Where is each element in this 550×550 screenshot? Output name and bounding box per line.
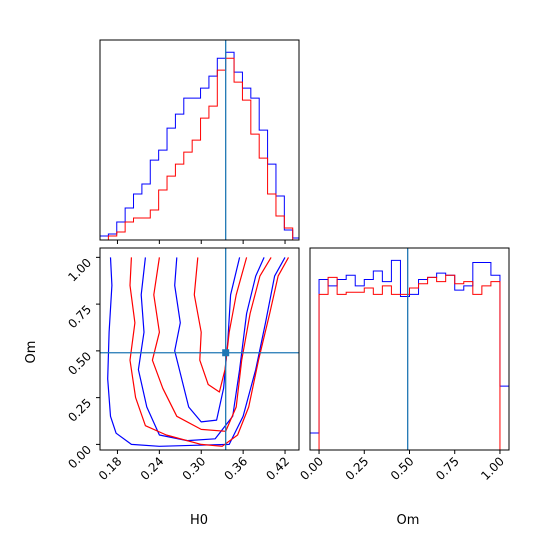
x-tick-label: 0.50 [388, 454, 417, 483]
x-tick-label: 0.25 [343, 454, 372, 483]
y-tick-label: 0.75 [65, 302, 94, 331]
histogram-series-2 [100, 57, 299, 241]
x-tick-label: 0.00 [297, 454, 326, 483]
contour-line-1 [107, 257, 286, 447]
x-tick-label: 0.42 [263, 454, 292, 483]
contour-line-6 [193, 257, 248, 393]
histogram-series-2 [310, 274, 509, 451]
om-marginal-panel: 0.00 0.25 0.50 0.75 1.00 [297, 247, 510, 483]
contour-line-5 [151, 257, 272, 432]
y-tick-label: 0.25 [65, 396, 94, 425]
y-axis-title-om: Om [24, 341, 39, 364]
y-tick-label: 0.00 [65, 443, 94, 472]
contour-line-3 [174, 257, 241, 423]
x-tick-label: 0.30 [180, 454, 209, 483]
x-tick-label: 0.75 [433, 454, 462, 483]
contour-line-4 [129, 257, 290, 447]
truth-marker [222, 349, 230, 357]
y-tick-label: 0.50 [65, 349, 94, 378]
histogram-series-1 [309, 259, 510, 450]
x-tick-label: 0.18 [96, 454, 125, 483]
histogram-series-1 [99, 51, 300, 240]
x-axis-title-om: Om [397, 513, 420, 528]
panel-frame [309, 247, 510, 451]
h0-marginal-panel [99, 39, 300, 244]
panel-frame [99, 39, 300, 241]
contour-line-2 [137, 257, 265, 442]
x-tick-label: 0.36 [221, 454, 250, 483]
h0-om-contour-panel: 0.18 0.24 0.30 0.36 0.42 0.00 0.25 0.50 0.75 1.00 [65, 247, 300, 483]
contour-group [107, 257, 290, 447]
x-tick-label: 1.00 [478, 454, 507, 483]
x-axis-title-h0: H0 [190, 513, 208, 528]
x-tick-label: 0.24 [138, 454, 167, 483]
panel-frame [99, 247, 300, 451]
y-tick-label: 1.00 [65, 256, 94, 285]
axis-titles: H0 Om Om [24, 341, 419, 528]
